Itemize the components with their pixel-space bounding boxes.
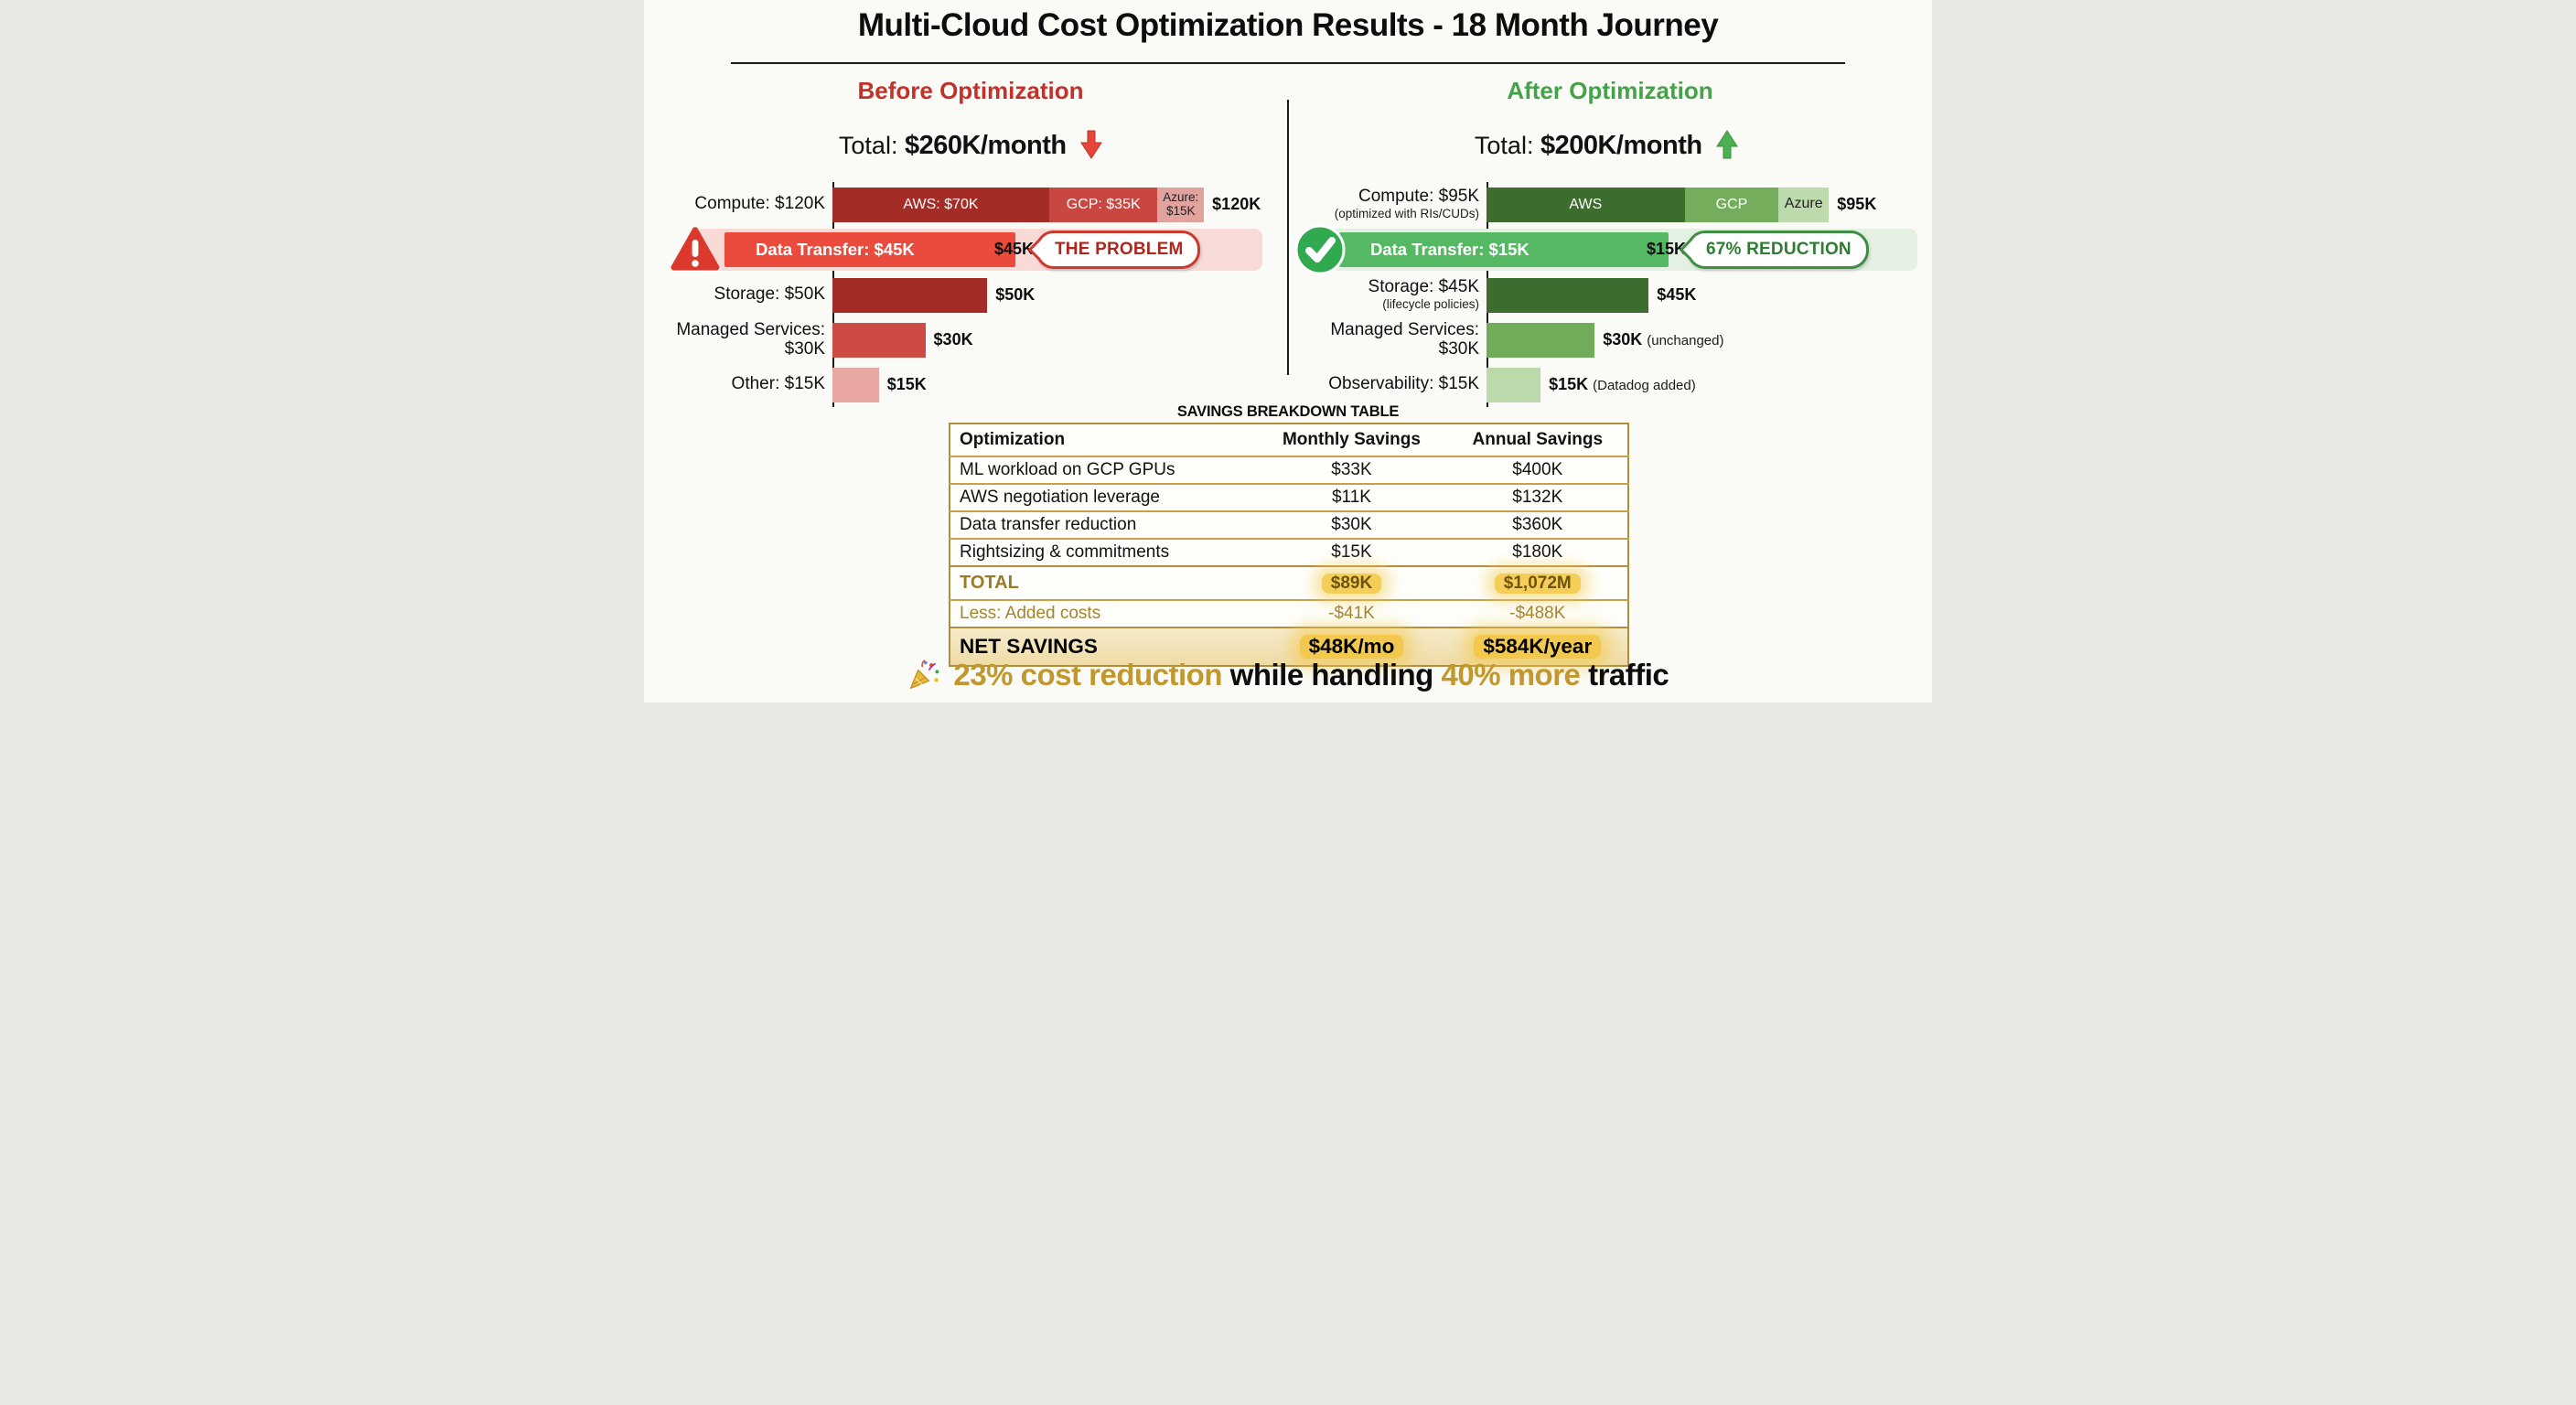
- after-row-data-transfer: Data Transfer: $15K $15K 67% REDUCTION: [1288, 224, 1932, 275]
- total-annual-highlight: $1,072M: [1494, 573, 1581, 594]
- before-storage-bar: [832, 277, 988, 313]
- before-row-data-transfer: Data Transfer: $45K $45K THE PROBLEM: [644, 226, 1288, 273]
- before-total: Total: $260K/month: [687, 130, 1254, 166]
- col-header-monthly: Monthly Savings: [1282, 430, 1421, 449]
- before-storage-label: Storage: $50K: [714, 284, 825, 305]
- after-observability-label: Observability: $15K: [1328, 374, 1479, 394]
- before-data-transfer-bar: Data Transfer: $45K: [724, 232, 1015, 267]
- table-header-row: Optimization Monthly Savings Annual Savi…: [950, 424, 1628, 456]
- before-managed-label: Managed Services: $30K: [676, 319, 825, 359]
- table-row: ML workload on GCP GPUs $33K $400K: [950, 456, 1628, 484]
- after-observability-note: (Datadog added): [1593, 378, 1696, 393]
- col-header-optimization: Optimization: [960, 430, 1066, 449]
- after-managed-label: Managed Services: $30K: [1330, 319, 1479, 359]
- before-row-storage: Storage: $50K $50K: [644, 273, 1288, 317]
- footer-highlight-1: 23% cost reduction: [953, 658, 1222, 692]
- before-other-value: $15K: [886, 375, 927, 393]
- net-monthly-highlight: $48K/mo: [1299, 635, 1404, 659]
- before-row-managed-services: Managed Services: $30K $30K: [644, 317, 1288, 362]
- summary-tagline: 23% cost reduction while handling 40% mo…: [644, 658, 1932, 699]
- after-compute-value: $95K: [1837, 195, 1877, 213]
- page-title: Multi-Cloud Cost Optimization Results - …: [857, 7, 1719, 43]
- the-problem-badge: THE PROBLEM: [1036, 231, 1201, 269]
- footer-highlight-2: 40% more: [1441, 658, 1581, 692]
- after-observability-value: $15K (Datadog added): [1549, 375, 1696, 393]
- net-annual-highlight: $584K/year: [1474, 635, 1602, 659]
- after-compute-gcp-segment: GCP: [1684, 187, 1779, 222]
- table-row: Data transfer reduction $30K $360K: [950, 510, 1628, 539]
- savings-table-title: SAVINGS BREAKDOWN TABLE: [1176, 403, 1400, 420]
- after-storage-label: Storage: $45K (lifecycle policies): [1288, 277, 1487, 312]
- footer-normal-1: while handling: [1221, 658, 1442, 692]
- total-monthly-highlight: $89K: [1321, 573, 1382, 594]
- reduction-badge: 67% REDUCTION: [1687, 231, 1869, 269]
- infographic-canvas: Multi-Cloud Cost Optimization Results - …: [644, 0, 1932, 702]
- before-total-prefix: Total:: [838, 132, 898, 159]
- before-section-title: Before Optimization: [857, 77, 1084, 104]
- before-compute-label: Compute: $120K: [694, 194, 825, 214]
- section-divider-line: [1287, 100, 1289, 375]
- table-row: Rightsizing & commitments $15K $180K: [950, 538, 1628, 566]
- up-arrow-icon: [1716, 130, 1739, 166]
- warning-icon: [668, 224, 723, 280]
- before-data-transfer-value: $45K: [994, 240, 1035, 258]
- after-bar-chart: Compute: $95K (optimized with RIs/CUDs) …: [1288, 182, 1932, 407]
- table-total-row: TOTAL $89K $1,072M: [950, 565, 1628, 600]
- after-storage-value: $45K: [1657, 285, 1697, 304]
- col-header-annual: Annual Savings: [1472, 430, 1604, 449]
- before-row-compute: Compute: $120K AWS: $70K GCP: $35K Azure…: [644, 182, 1288, 227]
- after-managed-note: (unchanged): [1647, 333, 1724, 349]
- after-total-prefix: Total:: [1474, 132, 1534, 159]
- before-compute-gcp-segment: GCP: $35K: [1048, 187, 1158, 222]
- footer-normal-2: traffic: [1580, 658, 1669, 692]
- before-managed-bar: [832, 322, 926, 358]
- before-bar-chart: Compute: $120K AWS: $70K GCP: $35K Azure…: [644, 182, 1288, 407]
- after-compute-aws-segment: AWS: [1487, 187, 1685, 222]
- table-less-row: Less: Added costs -$41K -$488K: [950, 599, 1628, 627]
- before-compute-stacked-bar: AWS: $70K GCP: $35K Azure: $15K: [832, 187, 1205, 222]
- after-storage-bar: [1487, 277, 1649, 313]
- after-compute-stacked-bar: AWS GCP Azure: [1487, 187, 1830, 222]
- before-storage-value: $50K: [995, 285, 1036, 304]
- after-managed-value: $30K (unchanged): [1603, 330, 1724, 349]
- before-other-label: Other: $15K: [731, 374, 825, 394]
- after-observability-bar: [1487, 367, 1541, 402]
- before-total-value: $260K/month: [904, 131, 1067, 160]
- after-compute-azure-segment: Azure: [1778, 187, 1830, 222]
- before-compute-azure-segment: Azure: $15K: [1157, 187, 1205, 222]
- after-storage-sublabel: (lifecycle policies): [1382, 297, 1479, 312]
- before-other-bar: [832, 367, 879, 402]
- before-compute-aws-segment: AWS: $70K: [832, 187, 1049, 222]
- after-data-transfer-value: $15K: [1647, 240, 1687, 258]
- down-arrow-icon: [1080, 130, 1103, 166]
- table-row: AWS negotiation leverage $11K $132K: [950, 483, 1628, 511]
- after-row-observability: Observability: $15K $15K (Datadog added): [1288, 362, 1932, 407]
- after-row-managed-services: Managed Services: $30K $30K (unchanged): [1288, 317, 1932, 362]
- before-compute-value: $120K: [1212, 195, 1261, 213]
- table-net-savings-row: NET SAVINGS $48K/mo $584K/year: [950, 627, 1628, 666]
- after-compute-sublabel: (optimized with RIs/CUDs): [1334, 207, 1479, 221]
- after-row-compute: Compute: $95K (optimized with RIs/CUDs) …: [1288, 182, 1932, 227]
- check-icon: [1293, 223, 1347, 281]
- after-managed-bar: [1487, 322, 1595, 358]
- after-row-storage: Storage: $45K (lifecycle policies) $45K: [1288, 273, 1932, 317]
- after-section-title: After Optimization: [1507, 77, 1713, 104]
- after-total: Total: $200K/month: [1323, 130, 1890, 166]
- after-data-transfer-bar: Data Transfer: $15K: [1339, 232, 1669, 267]
- before-managed-value: $30K: [933, 330, 973, 349]
- title-divider-line: [731, 62, 1845, 64]
- after-total-value: $200K/month: [1540, 131, 1702, 160]
- party-popper-icon: [907, 659, 940, 699]
- savings-breakdown-table: Optimization Monthly Savings Annual Savi…: [949, 423, 1629, 667]
- after-compute-label: Compute: $95K (optimized with RIs/CUDs): [1288, 187, 1487, 221]
- before-row-other: Other: $15K $15K: [644, 362, 1288, 407]
